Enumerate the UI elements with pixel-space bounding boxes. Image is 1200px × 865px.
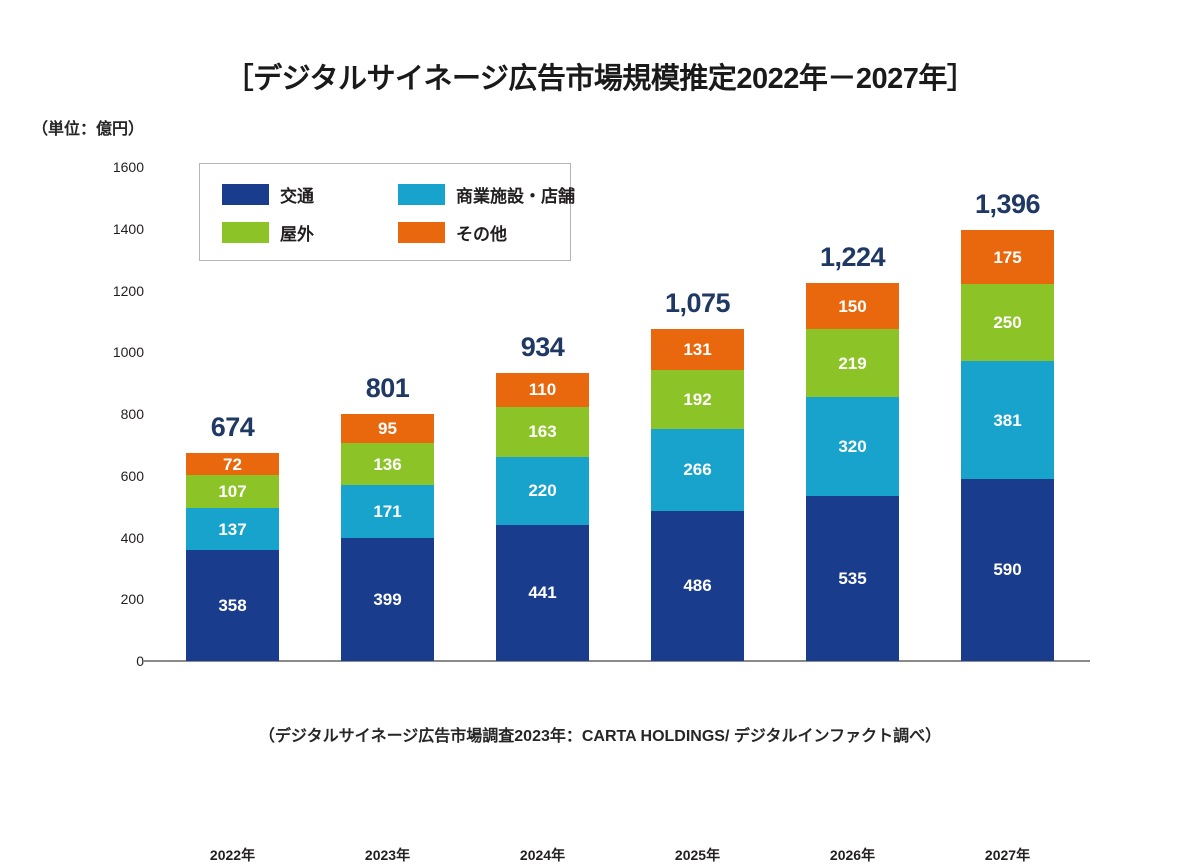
bar-segment[interactable]: 590 — [961, 478, 1054, 661]
legend-item[interactable]: その他 — [398, 220, 507, 245]
legend-item[interactable]: 交通 — [222, 182, 314, 207]
bar-segment[interactable]: 137 — [186, 508, 279, 551]
y-axis-tick-label: 0 — [136, 653, 144, 669]
bar-segment-value: 110 — [528, 380, 557, 400]
bar-segment[interactable]: 266 — [651, 428, 744, 511]
bar-segment-value: 250 — [993, 313, 1022, 333]
bar-segment[interactable]: 441 — [496, 524, 589, 661]
legend-label: その他 — [456, 225, 507, 244]
y-axis-tick-label: 1000 — [112, 344, 144, 361]
bar-segment[interactable]: 175 — [961, 230, 1054, 285]
y-axis-tick-label: 200 — [120, 591, 144, 608]
legend-swatch — [222, 222, 269, 243]
bar-segment[interactable]: 171 — [341, 485, 434, 538]
bar-segment-value: 95 — [378, 418, 397, 438]
bar-segment-value: 358 — [218, 596, 247, 616]
chart-title: ［デジタルサイネージ広告市場規模推定2022年－2027年］ — [224, 63, 976, 95]
x-axis-tick-label: 2024年 — [519, 847, 566, 863]
bar-segment-value: 486 — [683, 576, 712, 596]
y-axis-tick-label: 1200 — [112, 282, 144, 299]
bar-segment[interactable]: 131 — [651, 329, 744, 370]
bar-segment-value: 136 — [373, 454, 402, 474]
bar-segment-value: 72 — [223, 454, 242, 474]
bar-segment-value: 266 — [683, 460, 712, 480]
source-note: （デジタルサイネージ広告市場調査2023年：CARTA HOLDINGS/ デジ… — [258, 728, 942, 745]
x-axis-tick-label: 2026年 — [829, 847, 876, 863]
bar-segment-value: 535 — [838, 568, 867, 588]
bar-segment[interactable]: 358 — [186, 550, 279, 661]
bar-segment[interactable]: 320 — [806, 397, 899, 496]
bar-segment[interactable]: 136 — [341, 443, 434, 486]
legend-swatch — [222, 184, 269, 205]
bar-segment-value: 171 — [373, 501, 402, 521]
bar-stack: 72 107 137 358 — [186, 452, 279, 661]
bar-segment[interactable]: 150 — [806, 283, 899, 330]
y-axis-unit-label: （単位：億円） — [32, 121, 145, 138]
bar-segment[interactable]: 107 — [186, 475, 279, 509]
legend-label: 屋外 — [280, 225, 314, 244]
bar-segment[interactable]: 95 — [341, 413, 434, 444]
bar-segment[interactable]: 250 — [961, 284, 1054, 362]
bar-segment-value: 381 — [993, 410, 1022, 430]
bar-segment[interactable]: 381 — [961, 361, 1054, 479]
bar-total-label: 934 — [520, 331, 565, 362]
legend-swatch — [398, 184, 445, 205]
bar-segment[interactable]: 535 — [806, 495, 899, 661]
bar-total-label: 674 — [210, 411, 255, 442]
bar-total-label: 1,396 — [974, 189, 1041, 219]
bar-segment[interactable]: 399 — [341, 537, 434, 661]
legend-label: 交通 — [280, 187, 314, 206]
bar-segment[interactable]: 192 — [651, 369, 744, 429]
bar-segment-value: 131 — [683, 339, 712, 359]
y-axis-tick-label: 1400 — [112, 220, 144, 237]
bar-stack: 110 163 220 441 — [496, 372, 589, 661]
bar-segment[interactable]: 486 — [651, 510, 744, 661]
x-axis-baseline — [148, 660, 1090, 662]
bar-stack: 150 219 320 535 — [806, 283, 899, 661]
x-axis-tick-label: 2023年 — [364, 847, 411, 863]
bar-segment-value: 192 — [683, 389, 712, 409]
bar-segment-value: 137 — [218, 519, 247, 539]
y-axis-tick-label: 800 — [120, 406, 144, 422]
bar-segment-value: 220 — [528, 481, 557, 501]
bar-group[interactable]: 131 192 266 486 1,075 2025年 — [651, 167, 744, 863]
bar-group[interactable]: 175 250 381 590 1,396 2027年 — [961, 167, 1054, 863]
bar-total-label: 1,224 — [819, 242, 886, 273]
y-axis-tick-label: 1600 — [112, 159, 144, 175]
bar-segment-value: 163 — [528, 422, 557, 442]
bar-total-label: 1,075 — [664, 288, 731, 319]
legend-item[interactable]: 商業施設・店舗 — [398, 182, 575, 207]
bar-segment-value: 107 — [218, 482, 247, 502]
y-axis-tick-label: 600 — [120, 467, 144, 484]
y-axis: 0 200 400 600 800 1000 1200 1400 1600 — [82, 0, 144, 800]
x-axis-tick-label: 2022年 — [209, 847, 256, 863]
bar-segment[interactable]: 110 — [496, 372, 589, 407]
bar-segment-value: 399 — [373, 589, 402, 609]
bar-stack: 95 136 171 399 — [341, 413, 434, 661]
bar-segment-value: 590 — [993, 560, 1022, 580]
bar-segment[interactable]: 219 — [806, 329, 899, 398]
bar-segment-value: 150 — [838, 296, 867, 316]
y-axis-zero-tick — [143, 660, 155, 662]
y-axis-tick-label: 400 — [120, 529, 144, 546]
bar-total-label: 801 — [365, 372, 410, 403]
bar-stack: 131 192 266 486 — [651, 329, 744, 661]
legend-item[interactable]: 屋外 — [222, 220, 314, 245]
bar-group[interactable]: 150 219 320 535 1,224 2026年 — [806, 167, 899, 863]
bar-segment-value: 219 — [838, 353, 867, 373]
bar-segment-value: 175 — [993, 247, 1022, 267]
legend-label: 商業施設・店舗 — [456, 187, 575, 206]
bar-segment[interactable]: 163 — [496, 406, 589, 457]
legend: 交通 商業施設・店舗屋外 その他 — [199, 163, 575, 261]
x-axis-tick-label: 2025年 — [674, 847, 721, 863]
bar-segment[interactable]: 72 — [186, 452, 279, 476]
bar-segment[interactable]: 220 — [496, 456, 589, 525]
bar-segment-value: 441 — [528, 583, 557, 603]
bar-segment-value: 320 — [838, 436, 867, 456]
x-axis-tick-label: 2027年 — [984, 847, 1031, 863]
legend-swatch — [398, 222, 445, 243]
bar-stack: 175 250 381 590 — [961, 230, 1054, 661]
